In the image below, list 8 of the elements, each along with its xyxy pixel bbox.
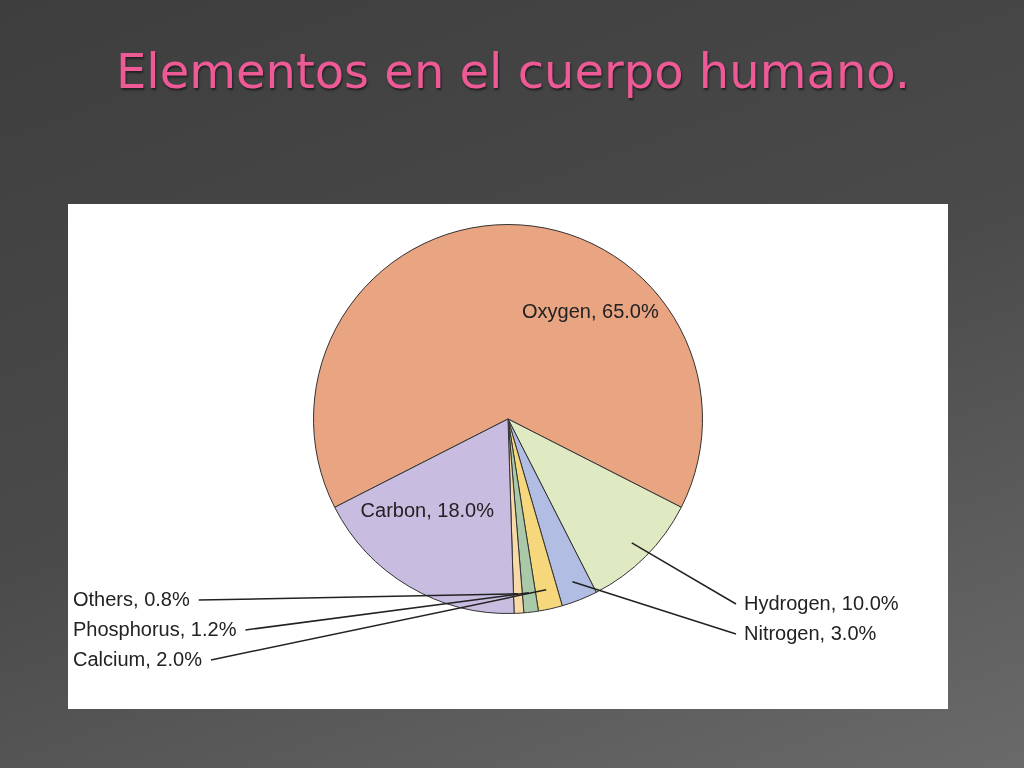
chart-title: Elementos en el cuerpo humano. [116,42,912,101]
slice-label: Others, 0.8% [73,587,190,610]
slice-label: Carbon, 18.0% [360,498,495,521]
slice-label: Nitrogen, 3.0% [744,621,877,644]
slice-label: Calcium, 2.0% [73,647,203,670]
slice-label: Oxygen, 65.0% [522,299,659,322]
slice-label: Hydrogen, 10.0% [744,591,899,614]
slice-label: Phosphorus, 1.2% [73,617,237,640]
